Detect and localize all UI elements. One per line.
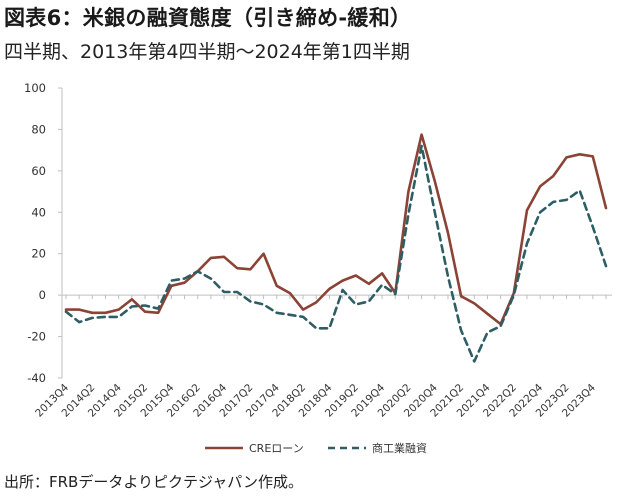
series-line-0 [64, 133, 608, 326]
source-note: 出所：FRBデータよりピクテジャパン作成。 [4, 473, 304, 491]
y-tick-label: -40 [27, 371, 46, 385]
chart-subtitle: 四半期、2013年第4四半期～2024年第1四半期 [4, 41, 410, 63]
chart-legend: CREローン 商工業融資 [205, 441, 427, 455]
series-layer [64, 133, 608, 363]
y-tick-label: 40 [31, 205, 46, 219]
y-tick-label: 0 [39, 288, 46, 302]
legend-label-1: 商工業融資 [372, 441, 427, 455]
legend-label-0: CREローン [249, 442, 304, 455]
line-chart: -40-200204060801002013Q42014Q22014Q42015… [24, 81, 612, 455]
y-tick-label: -20 [27, 330, 46, 344]
chart-title: 図表6：米銀の融資態度（引き締め-緩和） [4, 6, 412, 30]
series-line-1 [64, 144, 608, 363]
y-tick-label: 100 [24, 81, 46, 95]
y-tick-label: 20 [31, 247, 46, 261]
y-tick-label: 80 [31, 122, 46, 136]
y-tick-label: 60 [31, 164, 46, 178]
chart-axes: -40-200204060801002013Q42014Q22014Q42015… [24, 81, 612, 420]
